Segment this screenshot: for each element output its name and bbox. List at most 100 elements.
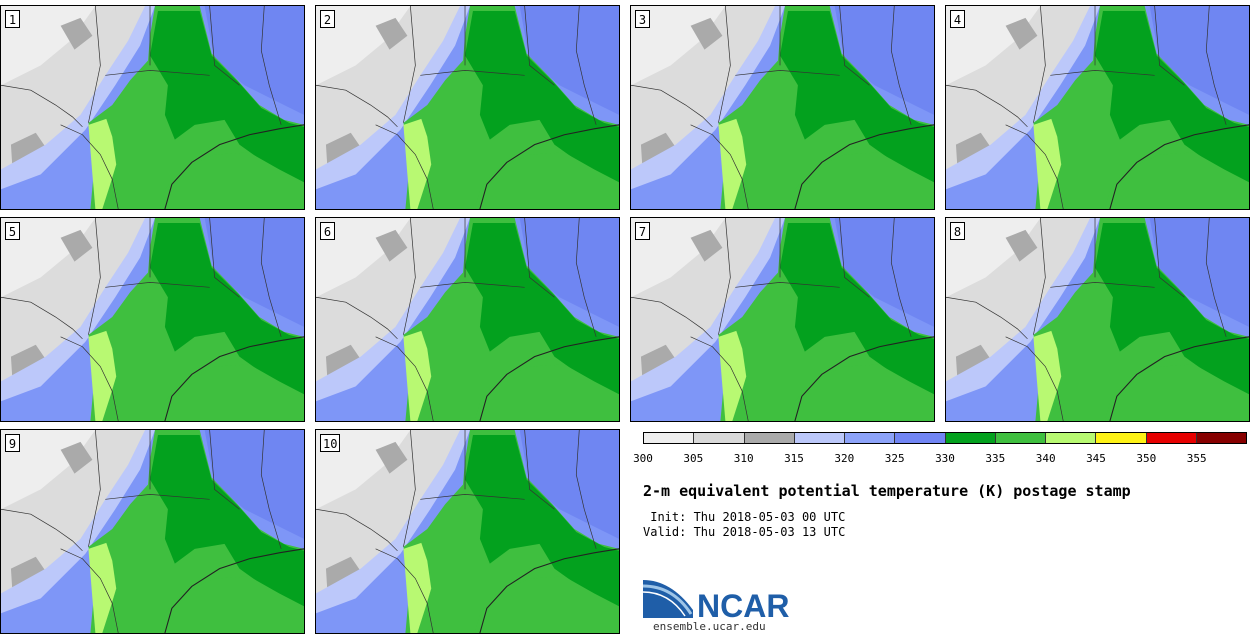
colorbar-segment [694, 433, 745, 443]
deep-blue-region [834, 218, 934, 327]
dark-gray-patch-north [690, 229, 723, 262]
state-border [718, 218, 731, 335]
state-border [839, 218, 870, 298]
rio-grande [690, 124, 749, 209]
state-border [1154, 6, 1185, 86]
dark-green-region [150, 434, 304, 629]
colorbar-tick-label: 310 [733, 452, 754, 465]
dark-gray-patch-north [60, 17, 93, 50]
state-border [1154, 218, 1185, 298]
coastline [479, 548, 619, 633]
theta-e-map [631, 218, 934, 421]
colorbar-segment [995, 433, 1046, 443]
colorbar [643, 432, 1247, 444]
state-border [524, 6, 555, 86]
gulf-green-region [789, 152, 934, 209]
ensemble-member-panel: 5 [0, 217, 305, 422]
coastline [164, 336, 304, 421]
member-label: 4 [950, 10, 965, 28]
state-border [890, 218, 912, 337]
coastline [479, 336, 619, 421]
logo-swoosh-light [643, 584, 693, 615]
gulf-green-region [159, 576, 304, 633]
coastline [1109, 124, 1249, 209]
deep-blue-region [204, 430, 304, 539]
state-border [631, 84, 713, 128]
state-border [1033, 218, 1046, 335]
theta-e-map [1, 430, 304, 633]
state-border [718, 6, 731, 123]
theta-e-map [316, 6, 619, 209]
coastline [164, 548, 304, 633]
dark-green-region [465, 10, 619, 205]
valid-time: Valid: Thu 2018-05-03 13 UTC [643, 525, 846, 539]
colorbar-segment [644, 433, 695, 443]
state-border [575, 218, 597, 337]
state-border [524, 218, 555, 298]
theta-e-map [631, 6, 934, 209]
colorbar-segment [744, 433, 795, 443]
state-border [1, 84, 83, 128]
colorbar-tick-label: 350 [1136, 452, 1157, 465]
coastline [794, 124, 934, 209]
logo-swoosh-white [643, 591, 686, 617]
theta-e-map [946, 6, 1249, 209]
state-border [1205, 6, 1227, 125]
state-border [88, 6, 101, 123]
gulf-green-region [159, 364, 304, 421]
state-border [575, 6, 597, 125]
colorbar-tick-label: 325 [884, 452, 905, 465]
state-border [420, 70, 525, 76]
member-label: 6 [320, 222, 335, 240]
member-label: 1 [5, 10, 20, 28]
dark-gray-patch-north [1005, 17, 1038, 50]
colorbar-tick-label: 355 [1186, 452, 1207, 465]
member-label: 10 [320, 434, 341, 452]
deep-blue-region [519, 430, 619, 539]
colorbar-segment [895, 433, 946, 443]
deep-blue-region [1149, 218, 1249, 327]
rio-grande [1005, 336, 1064, 421]
dark-green-region [465, 434, 619, 629]
deep-blue-region [204, 218, 304, 327]
colorbar-tick-label: 300 [633, 452, 653, 465]
rio-grande [60, 124, 119, 209]
logo-text: NCAR [697, 588, 789, 622]
dark-gray-patch-north [690, 17, 723, 50]
theta-e-map [316, 430, 619, 633]
colorbar-tick-label: 330 [935, 452, 955, 465]
dark-green-region [780, 10, 934, 205]
colorbar-segment [1046, 433, 1097, 443]
lime-region [403, 118, 432, 209]
lime-region [88, 330, 117, 421]
dark-green-region [465, 222, 619, 417]
rio-grande [375, 336, 434, 421]
init-time: Init: Thu 2018-05-03 00 UTC [643, 510, 846, 524]
state-border [1050, 70, 1155, 76]
colorbar-tick-label: 305 [683, 452, 704, 465]
theta-e-map [316, 218, 619, 421]
theta-e-map [1, 6, 304, 209]
state-border [403, 218, 416, 335]
dark-gray-patch-north [375, 17, 408, 50]
dark-green-region [780, 222, 934, 417]
colorbar-segment [945, 433, 996, 443]
lime-region [718, 330, 747, 421]
state-border [524, 430, 555, 510]
gulf-green-region [474, 576, 619, 633]
state-border [1050, 282, 1155, 288]
gulf-green-region [159, 152, 304, 209]
coastline [164, 124, 304, 209]
dark-green-region [150, 10, 304, 205]
rio-grande [60, 336, 119, 421]
deep-blue-region [1149, 6, 1249, 115]
ensemble-member-panel: 6 [315, 217, 620, 422]
ensemble-member-panel: 9 [0, 429, 305, 634]
colorbar-segment [1146, 433, 1197, 443]
state-border [316, 508, 398, 552]
rio-grande [375, 548, 434, 633]
gulf-green-region [1104, 152, 1249, 209]
state-border [88, 218, 101, 335]
lime-region [403, 330, 432, 421]
ensemble-member-panel: 4 [945, 5, 1250, 210]
